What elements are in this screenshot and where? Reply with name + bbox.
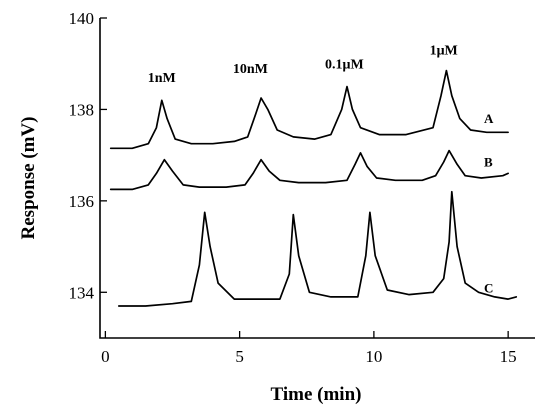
x-tick-label: 5 <box>235 347 244 366</box>
x-axis: 0 5 10 15 <box>101 331 517 366</box>
plot-area-border <box>99 18 535 339</box>
x-tick-label: 10 <box>365 347 382 366</box>
y-axis: 134 136 138 140 <box>69 9 107 302</box>
annotations: 1nM 10nM 0.1μM 1μM <box>148 44 458 86</box>
series-label-b: B <box>484 155 493 170</box>
plot-frame <box>99 18 535 339</box>
series-line-b <box>109 149 509 191</box>
concentration-label: 1nM <box>148 71 176 86</box>
y-tick-label: 138 <box>69 100 95 119</box>
y-tick-label: 140 <box>69 9 95 28</box>
x-tick-label: 0 <box>101 347 110 366</box>
concentration-label: 1μM <box>430 44 458 59</box>
y-tick-label: 134 <box>69 283 95 302</box>
series-group: A B C <box>109 69 518 307</box>
y-tick-label: 136 <box>69 192 95 211</box>
series-line-a <box>109 69 509 150</box>
x-axis-title: Time (min) <box>271 384 362 405</box>
concentration-label: 0.1μM <box>325 57 364 72</box>
series-label-a: A <box>484 111 494 126</box>
series-label-c: C <box>484 280 493 295</box>
y-axis-title: Response (mV) <box>18 117 39 240</box>
series-line-c <box>117 190 518 307</box>
x-tick-label: 15 <box>500 347 517 366</box>
concentration-label: 10nM <box>233 62 268 77</box>
